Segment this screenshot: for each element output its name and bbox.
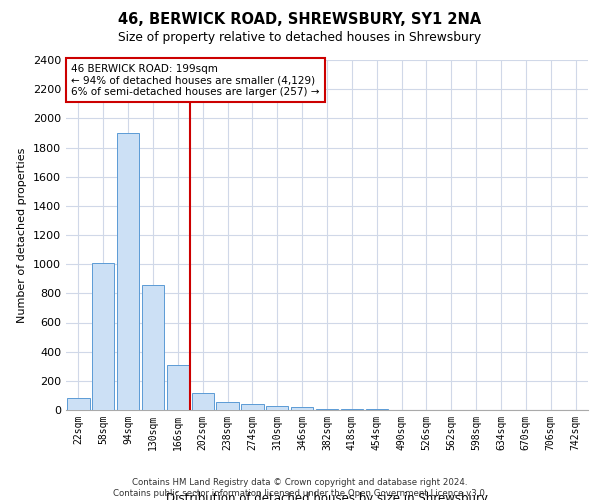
Bar — [167, 365, 189, 410]
Text: 46, BERWICK ROAD, SHREWSBURY, SY1 2NA: 46, BERWICK ROAD, SHREWSBURY, SY1 2NA — [118, 12, 482, 28]
Bar — [241, 404, 263, 410]
Bar — [291, 407, 313, 410]
Bar — [217, 402, 239, 410]
Bar — [67, 398, 89, 410]
X-axis label: Distribution of detached houses by size in Shrewsbury: Distribution of detached houses by size … — [166, 492, 488, 500]
Text: Contains HM Land Registry data © Crown copyright and database right 2024.
Contai: Contains HM Land Registry data © Crown c… — [113, 478, 487, 498]
Bar — [117, 133, 139, 410]
Bar — [92, 262, 115, 410]
Text: Size of property relative to detached houses in Shrewsbury: Size of property relative to detached ho… — [118, 31, 482, 44]
Bar — [142, 284, 164, 410]
Y-axis label: Number of detached properties: Number of detached properties — [17, 148, 28, 322]
Text: 46 BERWICK ROAD: 199sqm
← 94% of detached houses are smaller (4,129)
6% of semi-: 46 BERWICK ROAD: 199sqm ← 94% of detache… — [71, 64, 320, 96]
Bar — [191, 392, 214, 410]
Bar — [266, 406, 289, 410]
